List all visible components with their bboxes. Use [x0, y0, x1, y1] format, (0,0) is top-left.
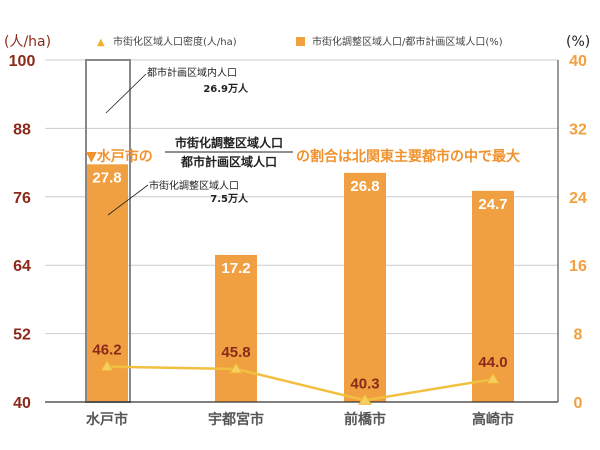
density-point-marker: [229, 361, 243, 374]
right-tick-label: 24: [569, 190, 587, 207]
density-point-marker: [100, 359, 114, 372]
right-tick-label: 8: [574, 327, 583, 344]
category-label: 高崎市: [472, 411, 514, 428]
left-tick-label: 76: [13, 190, 31, 207]
density-value-label: 40.3: [350, 375, 379, 392]
density-line-path: [106, 365, 494, 402]
headline-suffix: の割合は北関東主要都市の中で最大: [296, 148, 520, 165]
bar: [344, 172, 386, 402]
left-axis-ticks: 100 88 76 64 52 40: [9, 53, 36, 412]
bar-value-label: 26.8: [350, 178, 379, 195]
bar-value-label: 24.7: [478, 196, 507, 213]
density-point-marker: [358, 393, 372, 405]
legend-triangle-icon: ▲: [97, 37, 105, 48]
right-axis-label: (%): [566, 34, 590, 50]
density-value-label: 44.0: [478, 354, 507, 371]
bar: [472, 190, 514, 402]
bar-value-label: 17.2: [221, 260, 250, 277]
left-tick-label: 52: [13, 327, 31, 344]
density-point-marker: [486, 372, 500, 384]
legend-bar-label: 市街化調整区域人口/都市計画区域人口(%): [312, 35, 503, 48]
right-tick-label: 16: [569, 258, 587, 275]
annotations: 都市計画区域内人口 26.9万人 市街化調整区域人口 7.5万人 ▼水戸市の 市…: [86, 66, 520, 216]
density-line: 46.2 45.8 40.3 44.0: [92, 342, 508, 405]
right-tick-label: 0: [574, 395, 583, 412]
bars: 27.8 17.2 26.8 24.7: [86, 164, 514, 402]
legend-bar-swatch: [296, 37, 305, 46]
density-value-label: 45.8: [221, 344, 250, 361]
headline-prefix: ▼水戸市の: [86, 148, 153, 165]
left-tick-label: 100: [9, 53, 36, 70]
total-label: 都市計画区域内人口: [147, 66, 237, 79]
right-axis-ticks: 40 32 24 16 8 0: [569, 53, 587, 412]
legend: ▲ 市街化区域人口密度(人/ha) 市街化調整区域人口/都市計画区域人口(%): [97, 35, 503, 48]
right-tick-label: 32: [569, 121, 587, 138]
total-leader-line: [105, 73, 147, 114]
fraction-numerator: 市街化調整区域人口: [175, 135, 283, 150]
category-labels: 水戸市 宇都宮市 前橋市 高崎市: [86, 411, 514, 428]
left-tick-label: 88: [13, 121, 31, 138]
sub-label: 市街化調整区域人口: [149, 179, 239, 192]
density-value-label: 46.2: [92, 342, 121, 359]
category-label: 前橋市: [344, 411, 386, 428]
right-tick-label: 40: [569, 53, 587, 70]
left-axis-label: (人/ha): [4, 34, 51, 50]
bar-value-label: 27.8: [92, 169, 121, 186]
category-label: 宇都宮市: [208, 411, 264, 428]
left-tick-label: 40: [13, 395, 31, 412]
category-label: 水戸市: [86, 411, 128, 428]
left-tick-label: 64: [13, 258, 31, 275]
total-value: 26.9万人: [203, 82, 249, 95]
fraction-denominator: 都市計画区域人口: [180, 154, 277, 169]
bar: [215, 254, 257, 402]
legend-line-label: 市街化区域人口密度(人/ha): [113, 35, 237, 48]
sub-leader-line: [107, 184, 149, 216]
sub-value: 7.5万人: [210, 192, 249, 205]
